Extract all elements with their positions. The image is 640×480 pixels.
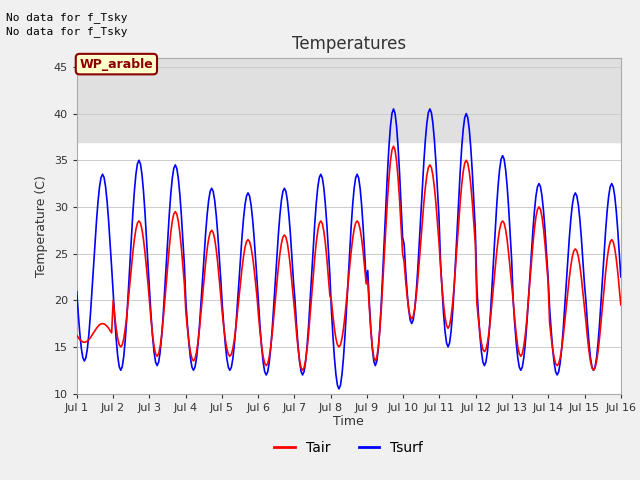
- Title: Temperatures: Temperatures: [292, 35, 406, 53]
- Tsurf: [335, 386, 343, 392]
- Tsurf: [390, 106, 397, 112]
- Tair: [253, 295, 261, 301]
- Tair: [262, 363, 270, 369]
- Tsurf: [235, 279, 243, 285]
- Tsurf: [617, 274, 625, 280]
- Bar: [77, 58, 621, 142]
- Tair: [235, 295, 243, 301]
- Tsurf: [140, 188, 147, 194]
- Tsurf: [253, 279, 261, 285]
- Tair: [390, 144, 397, 149]
- Tair: [140, 237, 147, 242]
- Tair: [312, 240, 320, 246]
- Tair: [589, 367, 597, 373]
- Tsurf: [73, 289, 81, 295]
- Tair: [73, 333, 81, 338]
- X-axis label: Time: Time: [333, 415, 364, 429]
- Tair: [299, 367, 307, 373]
- Text: WP_arable: WP_arable: [79, 58, 153, 71]
- Line: Tsurf: Tsurf: [77, 109, 621, 389]
- Tsurf: [589, 367, 597, 373]
- Legend: Tair, Tsurf: Tair, Tsurf: [269, 435, 429, 461]
- Tsurf: [262, 372, 270, 378]
- Tsurf: [311, 222, 319, 228]
- Line: Tair: Tair: [77, 146, 621, 370]
- Text: No data for f_Tsky: No data for f_Tsky: [6, 26, 128, 37]
- Y-axis label: Temperature (C): Temperature (C): [35, 175, 48, 276]
- Text: No data for f_Tsky: No data for f_Tsky: [6, 12, 128, 23]
- Tair: [617, 302, 625, 308]
